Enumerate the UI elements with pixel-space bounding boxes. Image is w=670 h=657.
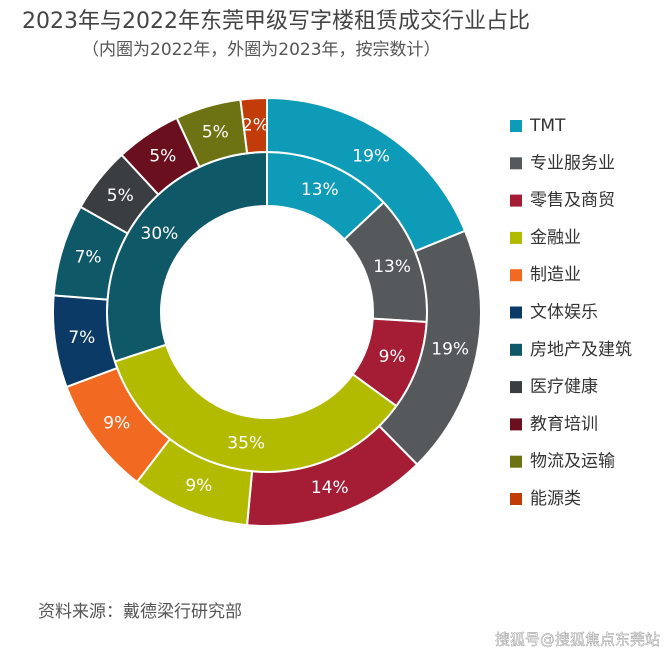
legend-label: 专业服务业	[530, 153, 615, 173]
legend-swatch	[510, 343, 522, 356]
legend-swatch	[510, 120, 522, 132]
slice-label: 9%	[379, 347, 406, 367]
slice-label: 2%	[242, 115, 269, 135]
legend-label: 金融业	[530, 228, 581, 248]
legend-label: 教育培训	[530, 414, 598, 434]
legend-label: 能源类	[530, 489, 581, 509]
slice-label: 9%	[185, 476, 212, 496]
slice-label: 19%	[352, 147, 390, 167]
legend-label: 文体娱乐	[530, 303, 598, 323]
slice-label: 5%	[202, 122, 229, 142]
source-note: 资料来源：戴德梁行研究部	[38, 602, 242, 622]
legend-swatch	[510, 306, 522, 319]
slice-label: 14%	[311, 478, 349, 498]
chart-subtitle: （内圈为2022年，外圈为2023年，按宗数计）	[82, 40, 441, 60]
legend-swatch	[510, 231, 522, 244]
slice-label: 35%	[227, 433, 265, 453]
legend-swatch	[510, 493, 522, 505]
legend-swatch	[510, 455, 522, 468]
legend-label: 房地产及建筑	[530, 340, 632, 360]
watermark: 搜狐号@搜狐焦点东莞站	[495, 631, 660, 649]
legend-label: 制造业	[530, 265, 581, 285]
legend-swatch	[510, 269, 522, 282]
slice-label: 5%	[149, 147, 176, 167]
slice-label: 5%	[107, 186, 134, 206]
donut-slice	[239, 96, 268, 155]
legend-label: 医疗健康	[530, 377, 598, 397]
legend-label: 零售及商贸	[530, 191, 615, 211]
slice-label: 19%	[431, 340, 469, 360]
legend-swatch	[510, 381, 522, 394]
legend-label: TMT	[529, 116, 566, 136]
slice-label: 7%	[75, 248, 102, 268]
slice-label: 13%	[373, 257, 411, 277]
legend-swatch	[510, 418, 522, 431]
chart-title: 2023年与2022年东莞甲级写字楼租赁成交行业占比	[22, 9, 530, 34]
slice-label: 30%	[141, 224, 179, 244]
slice-label: 9%	[103, 413, 130, 433]
legend-label: 物流及运输	[530, 452, 615, 472]
legend-swatch	[510, 194, 522, 207]
slice-label: 13%	[301, 180, 339, 200]
slice-label: 7%	[68, 328, 95, 348]
legend-swatch	[510, 157, 522, 170]
